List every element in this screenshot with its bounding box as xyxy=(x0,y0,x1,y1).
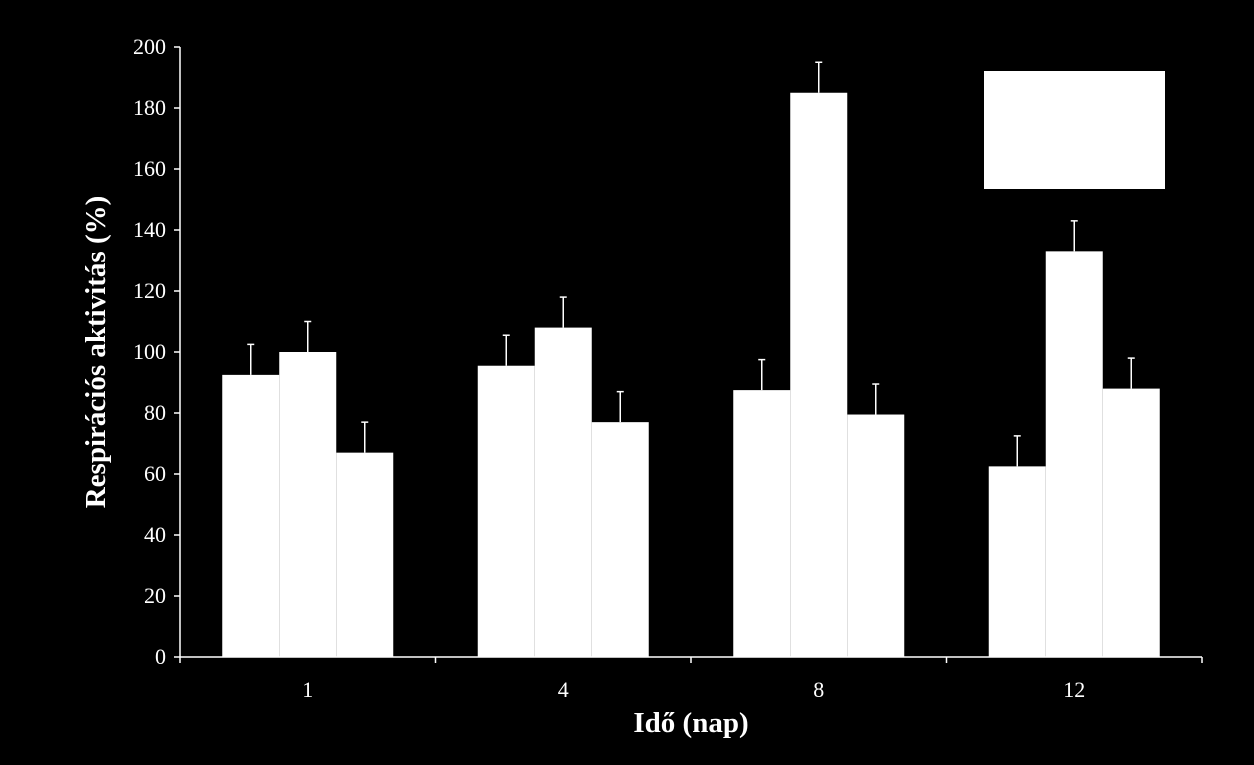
y-tick-label: 60 xyxy=(144,461,166,486)
x-tick-label-8: 8 xyxy=(813,677,824,702)
y-tick-label: 80 xyxy=(144,400,166,425)
bar-12-series-1 xyxy=(988,466,1046,657)
x-tick-label-1: 1 xyxy=(302,677,313,702)
bar-1-series-1 xyxy=(222,374,280,657)
tick-labels-layer: 0 20 40 60 80 100 120 140 160 180 200 1 4 8 12 xyxy=(133,34,1085,702)
error-bars-layer xyxy=(247,61,1135,467)
bar-12-series-2 xyxy=(1045,251,1103,657)
bar-1-series-2 xyxy=(279,352,337,657)
axes-layer xyxy=(174,46,1203,663)
bar-4-series-2 xyxy=(534,327,592,657)
x-tick-label-4: 4 xyxy=(558,677,569,702)
y-tick-label: 120 xyxy=(133,278,166,303)
y-tick-label: 160 xyxy=(133,156,166,181)
y-tick-label: 140 xyxy=(133,217,166,242)
bar-8-series-3 xyxy=(847,414,905,657)
y-tick-label: 100 xyxy=(133,339,166,364)
bar-8-series-2 xyxy=(790,92,848,657)
y-tick-label: 180 xyxy=(133,95,166,120)
bar-1-series-3 xyxy=(336,452,394,657)
bar-4-series-3 xyxy=(591,422,649,657)
y-tick-label: 200 xyxy=(133,34,166,59)
y-tick-label: 40 xyxy=(144,522,166,547)
legend-box xyxy=(984,71,1165,189)
y-tick-label: 20 xyxy=(144,583,166,608)
bar-12-series-3 xyxy=(1102,388,1160,657)
bars-layer xyxy=(222,92,1160,657)
y-tick-label: 0 xyxy=(155,644,166,669)
bar-4-series-1 xyxy=(477,365,535,657)
x-axis-title: Idő (nap) xyxy=(633,707,748,739)
y-axis-title: Respirációs aktivitás (%) xyxy=(80,196,112,509)
bar-8-series-1 xyxy=(733,390,791,657)
x-tick-label-12: 12 xyxy=(1063,677,1085,702)
